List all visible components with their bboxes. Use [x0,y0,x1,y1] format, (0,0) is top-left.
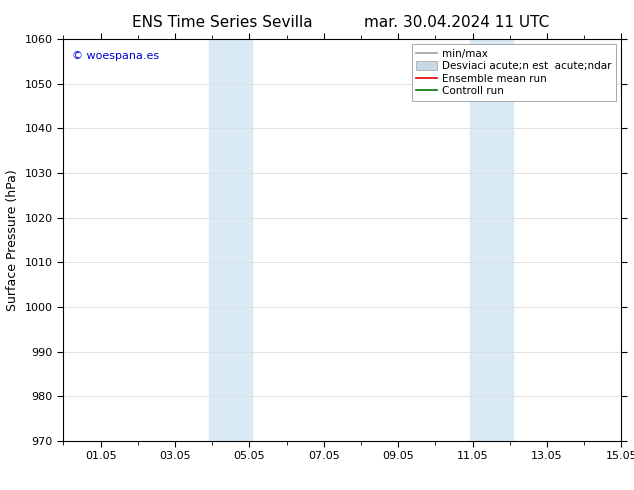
Y-axis label: Surface Pressure (hPa): Surface Pressure (hPa) [6,169,19,311]
Text: © woespana.es: © woespana.es [72,51,159,61]
Bar [209,39,231,441]
Bar [470,39,491,441]
Bar [231,39,252,441]
Text: ENS Time Series Sevilla: ENS Time Series Sevilla [132,15,312,30]
Text: mar. 30.04.2024 11 UTC: mar. 30.04.2024 11 UTC [364,15,549,30]
Bar [491,39,513,441]
Legend: min/max, Desviaci acute;n est  acute;ndar, Ensemble mean run, Controll run: min/max, Desviaci acute;n est acute;ndar… [412,45,616,100]
